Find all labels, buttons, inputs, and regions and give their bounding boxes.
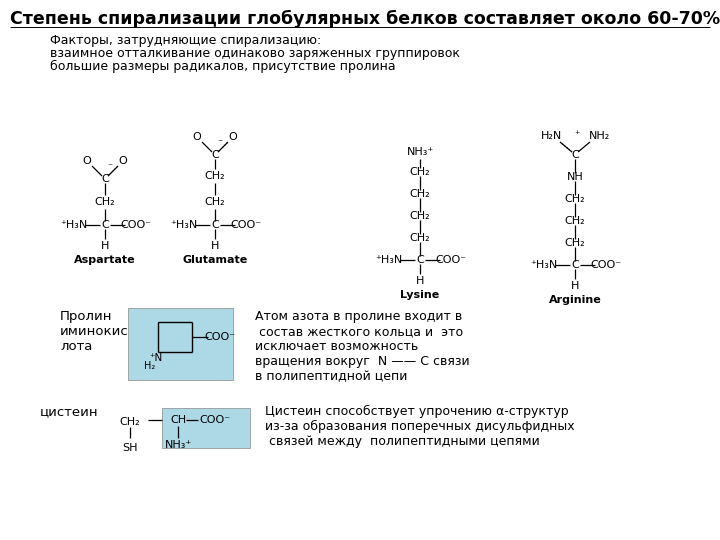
Text: CH₂: CH₂ — [564, 216, 585, 226]
Text: Lysine: Lysine — [400, 290, 440, 300]
Text: CH₂: CH₂ — [564, 194, 585, 204]
Text: NH₃⁺: NH₃⁺ — [164, 440, 192, 450]
Text: CH₂: CH₂ — [204, 197, 225, 207]
Text: O: O — [229, 132, 238, 142]
Text: взаимное отталкивание одинаково заряженных группировок: взаимное отталкивание одинаково заряженн… — [50, 47, 460, 60]
Text: COO⁻: COO⁻ — [120, 220, 152, 230]
Text: Цистеин способствует упрочению α-структур
из-за образования поперечных дисульфид: Цистеин способствует упрочению α-структу… — [265, 405, 575, 448]
Text: CH₂: CH₂ — [410, 189, 431, 199]
Text: O: O — [83, 156, 91, 166]
Text: H: H — [416, 276, 424, 286]
Text: ⁻: ⁻ — [107, 162, 112, 172]
Text: ⁺H₃N: ⁺H₃N — [375, 255, 402, 265]
Text: COO⁻: COO⁻ — [199, 415, 230, 425]
Text: CH₂: CH₂ — [410, 233, 431, 243]
Text: Glutamate: Glutamate — [182, 255, 248, 265]
Text: CH₂: CH₂ — [410, 167, 431, 177]
Text: C: C — [211, 150, 219, 160]
Text: H: H — [211, 241, 219, 251]
Text: NH: NH — [567, 172, 583, 182]
Text: C: C — [101, 174, 109, 184]
Text: C: C — [416, 255, 424, 265]
Text: Факторы, затрудняющие спирализацию:: Факторы, затрудняющие спирализацию: — [50, 34, 321, 47]
Text: Атом азота в пролине входит в
 состав жесткого кольца и  это
исключает возможнос: Атом азота в пролине входит в состав жес… — [255, 310, 469, 383]
Text: ⁺: ⁺ — [575, 130, 580, 140]
Text: ⁺N: ⁺N — [149, 353, 163, 363]
Text: Aspartate: Aspartate — [74, 255, 136, 265]
Text: ⁺H₃N: ⁺H₃N — [531, 260, 557, 270]
Text: H: H — [101, 241, 109, 251]
Text: C: C — [101, 220, 109, 230]
Text: C: C — [571, 260, 579, 270]
Text: NH₂: NH₂ — [588, 131, 610, 141]
Text: цистеин: цистеин — [40, 405, 99, 418]
FancyBboxPatch shape — [128, 308, 233, 380]
Text: CH₂: CH₂ — [95, 197, 115, 207]
Text: ⁻: ⁻ — [217, 138, 222, 148]
Text: Пролин
иминокис
лота: Пролин иминокис лота — [60, 310, 129, 353]
Text: COO⁻: COO⁻ — [590, 260, 621, 270]
Text: SH: SH — [122, 443, 138, 453]
Text: H₂: H₂ — [145, 361, 156, 371]
Text: CH₂: CH₂ — [204, 171, 225, 181]
Text: H: H — [571, 281, 579, 291]
Text: большие размеры радикалов, присутствие пролина: большие размеры радикалов, присутствие п… — [50, 60, 395, 73]
Text: Степень спирализации глобулярных белков составляет около 60-70%: Степень спирализации глобулярных белков … — [10, 10, 720, 28]
FancyBboxPatch shape — [162, 408, 250, 448]
Text: O: O — [193, 132, 202, 142]
Text: CH₂: CH₂ — [410, 211, 431, 221]
Text: ⁺H₃N: ⁺H₃N — [60, 220, 88, 230]
Text: O: O — [119, 156, 127, 166]
Text: CH: CH — [170, 415, 186, 425]
Text: H₂N: H₂N — [541, 131, 562, 141]
Text: NH₃⁺: NH₃⁺ — [406, 147, 433, 157]
Text: C: C — [571, 150, 579, 160]
Text: CH₂: CH₂ — [120, 417, 140, 427]
Text: ⁺H₃N: ⁺H₃N — [171, 220, 197, 230]
Text: COO⁻: COO⁻ — [230, 220, 261, 230]
Text: CH₂: CH₂ — [564, 238, 585, 248]
Text: Arginine: Arginine — [549, 295, 601, 305]
Text: C: C — [211, 220, 219, 230]
Text: COO⁻: COO⁻ — [436, 255, 467, 265]
Text: COO⁻: COO⁻ — [204, 332, 235, 342]
